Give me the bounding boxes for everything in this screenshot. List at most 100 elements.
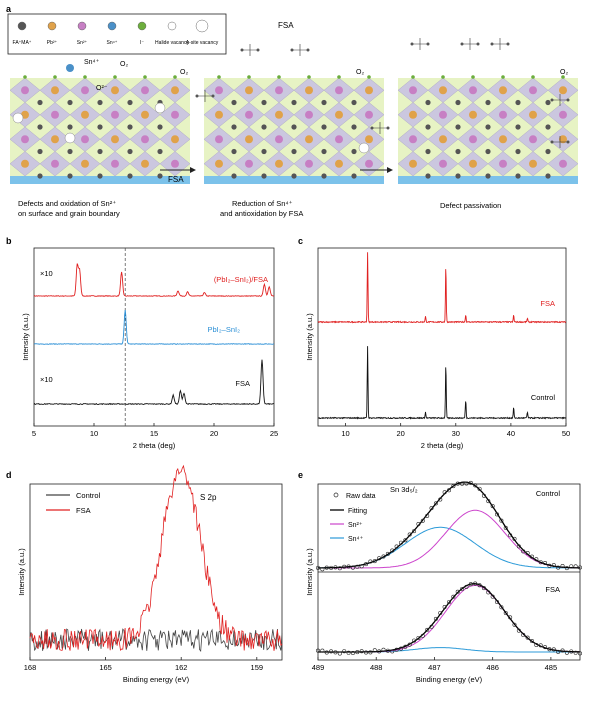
e1-total-fit bbox=[318, 583, 581, 653]
e1-raw-point bbox=[529, 639, 534, 644]
e1-raw-point bbox=[355, 650, 360, 655]
fsa-atom bbox=[460, 42, 464, 46]
iodide-atom bbox=[113, 75, 117, 79]
e0-raw-point bbox=[468, 480, 473, 485]
e0-raw-point bbox=[350, 565, 355, 570]
sn-atom bbox=[141, 86, 149, 95]
e0-raw-point bbox=[394, 544, 399, 549]
vacancy-slab2 bbox=[358, 142, 370, 154]
e1-raw-point bbox=[547, 647, 552, 652]
e0-raw-point bbox=[508, 533, 513, 538]
e0-raw-point bbox=[442, 490, 447, 495]
legend-marker-3 bbox=[107, 21, 117, 31]
e1-raw-point bbox=[425, 627, 430, 632]
fsa-atom bbox=[426, 42, 430, 46]
sn-atom bbox=[21, 135, 29, 144]
a-site-atom bbox=[127, 99, 133, 106]
e0-raw-point bbox=[560, 563, 565, 568]
fsa-molecule-6 bbox=[372, 122, 388, 134]
a-site-atom bbox=[261, 173, 267, 179]
e1-raw-point bbox=[512, 622, 517, 627]
a-site-atom bbox=[455, 148, 461, 155]
b-series-label-2: PbI₂–SnI₂ bbox=[207, 325, 240, 334]
substrate-2 bbox=[398, 176, 578, 184]
a-site-atom bbox=[37, 173, 43, 179]
e0-raw-point bbox=[460, 481, 465, 486]
a-site-atom bbox=[261, 99, 267, 106]
o2-label-2: O₂ bbox=[180, 69, 188, 76]
schematic-panel: FA⁺MA⁺ Pb²⁺ Sn²⁺ Sn⁴⁺ I⁻ Halide vacancyA-site… bbox=[7, 13, 579, 218]
e1-raw-point bbox=[503, 610, 508, 615]
o2-minus-label: O²⁻ bbox=[96, 85, 108, 92]
pb-atom bbox=[51, 135, 59, 144]
legend-marker-2 bbox=[77, 21, 87, 31]
legend-label-0: FA⁺MA⁺ bbox=[13, 40, 32, 46]
e0-raw-point bbox=[564, 566, 569, 571]
e1-raw-point bbox=[329, 649, 334, 654]
e1-raw-point bbox=[320, 648, 325, 653]
legend-label-5: Halide vacancy bbox=[155, 40, 189, 46]
e1-raw-point bbox=[543, 645, 548, 650]
e0-raw-point bbox=[368, 559, 373, 564]
e1-raw-point bbox=[438, 610, 443, 615]
fsa-molecule-0 bbox=[242, 44, 258, 56]
sn-atom bbox=[81, 135, 89, 144]
e1-raw-point bbox=[416, 635, 421, 640]
e0-raw-point bbox=[486, 499, 491, 504]
e0-raw-point bbox=[516, 544, 521, 549]
a-site-atom bbox=[37, 99, 43, 106]
b-xlabel: 2 theta (deg) bbox=[133, 441, 176, 450]
e1-raw-point bbox=[468, 582, 473, 587]
e1-raw-point bbox=[412, 638, 417, 643]
e0-raw-point bbox=[320, 567, 325, 572]
pb-atom bbox=[409, 110, 417, 119]
e0-raw-point bbox=[525, 551, 530, 556]
e1-raw-point bbox=[377, 649, 382, 654]
iodide-atom bbox=[23, 75, 27, 79]
chart-c: 10 20 30 40 50 2 theta (deg) Intensity (a.u.) F… bbox=[305, 247, 570, 450]
panel-letter-e: e bbox=[298, 470, 303, 480]
b-series-label-3: FSA bbox=[235, 379, 250, 388]
pb-atom bbox=[335, 110, 343, 119]
panel-letter-b: b bbox=[6, 236, 12, 246]
b-series-2 bbox=[33, 359, 275, 406]
e1-raw-point bbox=[420, 633, 425, 638]
iodide-atom bbox=[471, 75, 475, 79]
iodide-atom bbox=[173, 75, 177, 79]
a-site-atom bbox=[37, 148, 43, 155]
e0-raw-point bbox=[569, 564, 574, 569]
a-site-atom bbox=[231, 99, 237, 106]
e1-sn2-fit bbox=[318, 584, 581, 653]
c-series-label-1: FSA bbox=[540, 299, 555, 308]
d-title: S 2p bbox=[200, 493, 217, 502]
fsa-atom bbox=[410, 42, 414, 46]
a-site-atom bbox=[545, 148, 551, 155]
e1-raw-point bbox=[486, 590, 491, 595]
sn-atom bbox=[171, 159, 179, 168]
fsa-atom bbox=[240, 48, 244, 52]
legend-label-2: Sn²⁺ bbox=[77, 40, 88, 46]
panel-letter-c: c bbox=[298, 236, 303, 246]
e1-sn4-fit bbox=[318, 647, 580, 653]
fsa-atom bbox=[211, 94, 215, 98]
pb-atom bbox=[335, 159, 343, 168]
iodide-atom bbox=[411, 75, 415, 79]
pb-atom bbox=[141, 110, 149, 119]
pb-atom bbox=[171, 86, 179, 95]
pb-atom bbox=[21, 159, 29, 168]
a-site-atom bbox=[157, 173, 163, 179]
a-site-atom bbox=[425, 173, 431, 179]
e1-raw-point bbox=[577, 651, 582, 656]
iodide-atom bbox=[501, 75, 505, 79]
sn4-ion bbox=[66, 64, 74, 72]
sn-atom bbox=[499, 110, 507, 119]
a-site-atom bbox=[97, 148, 103, 155]
sn4-label: Sn⁴⁺ bbox=[84, 59, 100, 66]
legend-marker-6 bbox=[195, 19, 209, 33]
sn-atom bbox=[141, 135, 149, 144]
iodide-atom bbox=[531, 75, 535, 79]
e0-raw-point bbox=[359, 564, 364, 569]
sn-atom bbox=[439, 159, 447, 168]
pb-atom bbox=[111, 86, 119, 95]
